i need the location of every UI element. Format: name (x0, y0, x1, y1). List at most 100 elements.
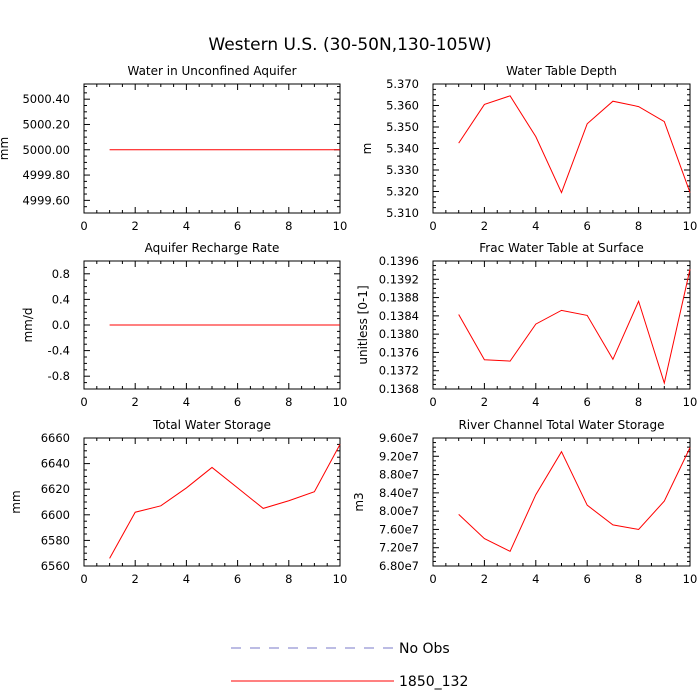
y-tick-label: 0.4 (52, 292, 70, 306)
x-tick-label: 0 (80, 219, 87, 233)
y-axis-label: mm/d (21, 307, 35, 342)
series-line (458, 95, 691, 194)
plot-frame (83, 437, 341, 567)
y-axis-label: unitless [0-1] (356, 285, 370, 364)
y-axis-label: mm (0, 137, 11, 160)
panel-title: Aquifer Recharge Rate (145, 241, 280, 255)
y-tick-label: 0.1388 (379, 291, 419, 305)
y-tick-label: 0.1396 (379, 254, 419, 268)
x-tick-label: 4 (183, 395, 190, 409)
x-tick-label: 6 (234, 572, 241, 586)
panel-3: Aquifer Recharge Rate 0 2 4 6 8 10 -0.8 -0.4 0.0 0… (21, 241, 347, 409)
x-tick-label: 2 (481, 572, 488, 586)
x-tick-label: 2 (132, 572, 139, 586)
y-tick-label: 4999.80 (22, 168, 70, 182)
legend-label: No Obs (399, 641, 450, 657)
y-tick-label: 6580 (41, 533, 70, 547)
x-tick-label: 6 (584, 395, 591, 409)
x-tick-label: 8 (285, 572, 292, 586)
y-tick-label: 6660 (41, 431, 70, 445)
panel-title: Water Table Depth (506, 64, 617, 78)
x-tick-label: 2 (132, 219, 139, 233)
panel-5: Total Water Storage 0 2 4 6 8 10 6560 6580 6600 66… (9, 418, 347, 586)
panel-2: Water Table Depth 0 2 4 6 8 10 5.310 5.320 5.330 5… (360, 64, 697, 233)
x-tick-label: 4 (532, 395, 539, 409)
y-tick-label: 6560 (41, 559, 70, 573)
x-tick-label: 6 (234, 219, 241, 233)
x-tick-label: 8 (635, 219, 642, 233)
y-tick-label: 5.360 (386, 99, 419, 113)
x-tick-label: 8 (635, 395, 642, 409)
y-tick-label: 5.350 (386, 120, 419, 134)
x-tick-label: 10 (683, 572, 698, 586)
x-tick-label: 2 (481, 395, 488, 409)
x-tick-label: 10 (333, 395, 348, 409)
y-tick-label: 8.00e7 (379, 504, 419, 518)
series-line (458, 447, 691, 553)
panel-title: Total Water Storage (152, 418, 271, 432)
legend: No Obs 1850_132 (231, 641, 468, 690)
x-tick-label: 10 (333, 572, 348, 586)
legend-entry: 1850_132 (231, 674, 468, 690)
x-tick-label: 8 (285, 219, 292, 233)
panel-4: Frac Water Table at Surface 0 2 4 6 8 10 0.1368… (356, 241, 697, 409)
y-tick-label: 5.330 (386, 163, 419, 177)
panel-title: Frac Water Table at Surface (479, 241, 643, 255)
x-tick-label: 8 (635, 572, 642, 586)
y-tick-label: 6600 (41, 508, 70, 522)
y-tick-label: 7.20e7 (379, 541, 419, 555)
y-axis-label: m (360, 143, 374, 155)
y-axis-label: mm (9, 490, 23, 513)
y-tick-label: 0.1376 (379, 345, 419, 359)
y-tick-label: 7.60e7 (379, 522, 419, 536)
y-tick-label: 0.1380 (379, 327, 419, 341)
y-tick-label: 5000.20 (22, 117, 70, 131)
series-line (109, 444, 341, 559)
y-tick-label: 0.1384 (379, 309, 419, 323)
y-tick-label: 0.1368 (379, 382, 419, 396)
x-tick-label: 0 (429, 572, 436, 586)
x-tick-label: 4 (183, 219, 190, 233)
plot-frame (432, 260, 691, 390)
y-tick-label: 5.370 (386, 77, 419, 91)
y-tick-label: 5.320 (386, 185, 419, 199)
x-tick-label: 6 (584, 572, 591, 586)
x-tick-label: 6 (584, 219, 591, 233)
x-tick-label: 0 (80, 572, 87, 586)
plot-frame (432, 437, 691, 567)
panel-6: River Channel Total Water Storage 0 2 4 6 8 10… (352, 418, 697, 586)
plot-frame (83, 83, 341, 214)
legend-label: 1850_132 (399, 674, 468, 690)
y-tick-label: 8.80e7 (379, 468, 419, 482)
y-tick-label: 5.340 (386, 142, 419, 156)
y-tick-label: -0.8 (48, 369, 70, 383)
y-tick-label: 6620 (41, 482, 70, 496)
x-tick-label: 10 (683, 395, 698, 409)
panel-title: Water in Unconfined Aquifer (127, 64, 296, 78)
y-tick-label: 0.1372 (379, 364, 419, 378)
x-tick-label: 10 (333, 219, 348, 233)
legend-entry: No Obs (231, 641, 450, 657)
y-axis-label: m3 (352, 492, 366, 511)
x-tick-label: 4 (532, 219, 539, 233)
x-tick-label: 0 (80, 395, 87, 409)
x-tick-label: 2 (481, 219, 488, 233)
panels: Water in Unconfined Aquifer 0 2 4 6 8 10 4999.6… (0, 64, 697, 586)
x-tick-label: 6 (234, 395, 241, 409)
y-tick-label: 5.310 (386, 206, 419, 220)
panel-title: River Channel Total Water Storage (458, 418, 664, 432)
y-tick-label: -0.4 (48, 344, 70, 358)
panel-1: Water in Unconfined Aquifer 0 2 4 6 8 10 4999.6… (0, 64, 347, 233)
y-tick-label: 6.80e7 (379, 559, 419, 573)
y-tick-label: 4999.60 (22, 193, 70, 207)
y-tick-label: 0.8 (52, 267, 70, 281)
x-tick-label: 0 (429, 219, 436, 233)
x-tick-label: 4 (183, 572, 190, 586)
y-tick-label: 9.20e7 (379, 449, 419, 463)
x-tick-label: 10 (683, 219, 698, 233)
y-tick-label: 5000.40 (22, 92, 70, 106)
y-tick-label: 0.0 (52, 318, 70, 332)
y-tick-label: 8.40e7 (379, 486, 419, 500)
x-tick-label: 2 (132, 395, 139, 409)
